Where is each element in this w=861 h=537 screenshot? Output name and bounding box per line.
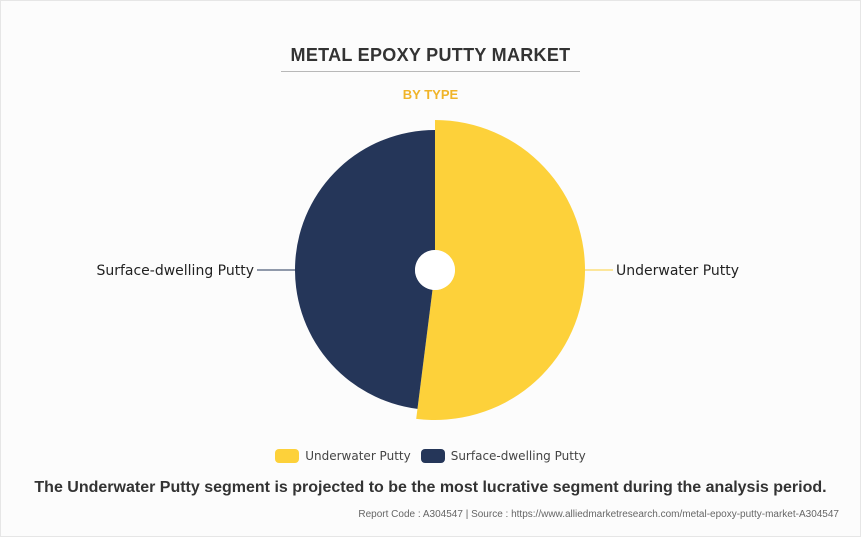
legend-item-surface-dwelling[interactable]: Surface-dwelling Putty <box>420 449 586 463</box>
legend-swatch-underwater <box>275 449 300 463</box>
chart-legend: Underwater Putty Surface-dwelling Putty <box>0 449 861 463</box>
chart-caption: The Underwater Putty segment is projecte… <box>34 479 827 496</box>
chart-title: METAL EPOXY PUTTY MARKET <box>290 45 571 65</box>
data-label-0: Underwater Putty <box>616 263 739 279</box>
legend-label-underwater: Underwater Putty <box>305 449 411 463</box>
donut-hole <box>415 250 455 290</box>
chart-subtitle: BY TYPE <box>402 87 459 102</box>
legend-swatch-surface-dwelling <box>420 449 445 463</box>
legend-label-surface-dwelling: Surface-dwelling Putty <box>450 449 586 463</box>
legend-item-underwater[interactable]: Underwater Putty <box>275 449 411 463</box>
slice-surface-dwelling-putty[interactable] <box>294 130 435 409</box>
title-underline <box>281 71 580 72</box>
source-footer: Report Code : A304547 | Source : https:/… <box>358 509 839 520</box>
slice-underwater-putty[interactable] <box>416 120 585 420</box>
data-label-1: Surface-dwelling Putty <box>96 263 254 279</box>
